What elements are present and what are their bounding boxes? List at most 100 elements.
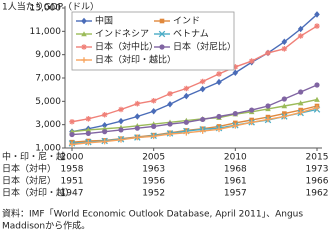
marker — [134, 134, 141, 141]
marker — [85, 139, 92, 146]
source-line: Maddisonから作成。 — [2, 220, 90, 232]
marker — [216, 71, 222, 77]
marker — [151, 123, 157, 130]
marker — [314, 96, 320, 102]
x-tick-label: 1973 — [306, 165, 329, 175]
y-tick-label: 7,000 — [35, 74, 61, 84]
x-tick-label: 1963 — [142, 165, 165, 175]
x-tick-label: 1962 — [306, 189, 329, 199]
marker — [281, 103, 288, 109]
marker — [297, 109, 304, 116]
chart-title: 1人当たりGDP（ドル） — [2, 1, 99, 13]
legend-label: 中国 — [95, 15, 113, 27]
marker — [248, 119, 255, 126]
marker — [249, 107, 255, 113]
marker — [134, 113, 141, 120]
marker — [183, 119, 189, 125]
marker — [118, 117, 124, 125]
marker — [232, 69, 239, 77]
marker — [248, 58, 255, 64]
y-tick-label: 9,000 — [35, 50, 61, 60]
marker — [314, 23, 320, 29]
marker — [282, 111, 287, 116]
marker — [199, 78, 206, 85]
x-tick-label: 1961 — [224, 177, 247, 187]
marker — [150, 107, 157, 115]
marker — [102, 129, 108, 135]
x-tick-label: 2015 — [306, 153, 329, 163]
marker — [232, 123, 239, 129]
x-tick-label: 1947 — [61, 189, 84, 199]
marker — [232, 110, 238, 117]
series-line — [71, 84, 318, 136]
x-row-label: 中・印・尼・越 — [2, 151, 65, 163]
x-tick-label: 1951 — [61, 177, 84, 187]
y-tick-label: 5,000 — [35, 97, 61, 107]
x-tick-label: 1957 — [224, 189, 247, 199]
marker — [101, 138, 108, 145]
marker — [297, 100, 304, 106]
series-line — [71, 107, 318, 146]
y-tick-label: 11,000 — [30, 27, 62, 37]
legend-label: 日本（対中比） — [95, 41, 158, 53]
legend-label: インドネシア — [95, 29, 149, 40]
y-tick-label: 1,000 — [35, 144, 61, 154]
x-tick-label: 2000 — [61, 153, 84, 163]
legend-marker — [81, 17, 87, 25]
marker — [167, 131, 173, 137]
marker — [297, 33, 304, 39]
marker — [183, 130, 190, 136]
x-tick-label: 1952 — [142, 189, 165, 199]
legend-marker — [159, 18, 165, 24]
marker — [167, 90, 173, 97]
legend-box — [71, 11, 235, 71]
marker — [118, 106, 124, 113]
marker — [298, 89, 304, 95]
x-tick-label: 1968 — [224, 165, 247, 175]
marker — [314, 104, 320, 111]
x-row-label: 日本（対印・越） — [2, 187, 74, 199]
marker — [216, 124, 222, 129]
marker — [233, 120, 238, 126]
y-tick-label: 13,000 — [30, 4, 62, 14]
marker — [216, 126, 222, 133]
marker — [265, 103, 271, 109]
legend-marker — [158, 30, 166, 38]
marker — [150, 133, 157, 140]
marker — [167, 121, 173, 127]
marker — [314, 11, 320, 18]
page: 1人当たりGDP（ドル） 資料：IMF「World Economic Outlo… — [2, 0, 329, 232]
series-line — [71, 25, 318, 123]
legend-label: 日本（対尼比） — [173, 41, 236, 53]
x-tick-label: 2010 — [224, 153, 247, 163]
marker — [199, 128, 206, 134]
marker — [134, 125, 140, 131]
legend-marker — [81, 57, 87, 63]
marker — [216, 78, 222, 86]
legend-marker — [81, 31, 87, 37]
source-line: 資料：IMF「World Economic Outlook Database, … — [2, 208, 303, 220]
series-line — [71, 98, 318, 133]
marker — [281, 46, 288, 52]
marker — [265, 116, 271, 123]
marker — [265, 106, 271, 112]
marker — [183, 85, 190, 92]
marker — [281, 96, 287, 102]
marker — [118, 137, 124, 143]
marker — [167, 100, 173, 108]
marker — [281, 113, 288, 120]
x-tick-label: 2005 — [142, 153, 165, 163]
chart: 1人当たりGDP（ドル） 資料：IMF「World Economic Outlo… — [2, 1, 329, 232]
x-row-label: 日本（対中） — [2, 163, 56, 175]
marker — [85, 130, 91, 137]
marker — [216, 113, 222, 120]
legend-label: 日本（対印・越比） — [95, 54, 176, 66]
marker — [69, 118, 75, 125]
marker — [199, 85, 206, 93]
x-row-label: 日本（対尼） — [2, 175, 56, 187]
marker — [69, 131, 75, 138]
x-tick-label: 1966 — [306, 177, 329, 187]
legend-label: インド — [173, 17, 200, 27]
marker — [314, 82, 320, 88]
marker — [297, 25, 304, 33]
